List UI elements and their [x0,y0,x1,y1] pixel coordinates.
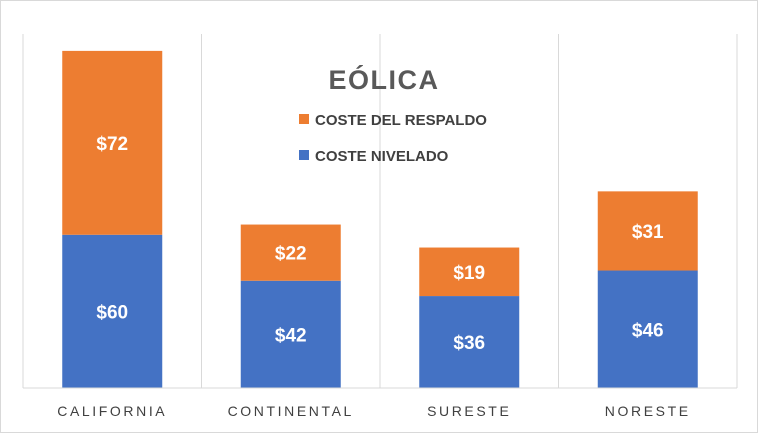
legend-label-coste-del-respaldo: COSTE DEL RESPALDO [315,112,487,129]
bar-continental-coste-nivelado [240,280,341,388]
bars [62,50,698,388]
bar-noreste-coste-del-respaldo [597,191,698,271]
legend-swatch-coste-nivelado [299,150,309,160]
bar-continental-coste-del-respaldo [240,224,341,281]
value-label-continental-0: $42 [275,325,307,346]
value-labels: $60 $72 $42 $22 $36 $19 $46 $31 [96,134,664,354]
value-label-noreste-1: $31 [632,222,664,243]
category-label-sureste: SURESTE [427,403,511,419]
bar-sureste-coste-nivelado [419,296,520,388]
grid-lines [22,34,738,388]
legend-label-coste-nivelado: COSTE NIVELADO [315,148,449,165]
value-label-sureste-1: $19 [453,263,485,284]
legend: COSTE DEL RESPALDO COSTE NIVELADO [299,112,487,165]
category-label-continental: CONTINENTAL [228,403,354,419]
value-label-california-0: $60 [96,302,128,323]
bar-sureste-coste-del-respaldo [419,247,520,297]
bar-california-coste-del-respaldo [62,50,163,235]
bar-california-coste-nivelado [62,234,163,388]
category-label-california: CALIFORNIA [57,403,167,419]
value-label-sureste-0: $36 [453,333,485,354]
chart-title: EÓLICA [328,64,439,95]
bar-noreste-coste-nivelado [597,270,698,388]
category-label-noreste: NORESTE [605,403,691,419]
category-labels: CALIFORNIA CONTINENTAL SURESTE NORESTE [57,403,691,419]
legend-swatch-coste-del-respaldo [299,114,309,124]
value-label-california-1: $72 [96,134,128,155]
value-label-noreste-0: $46 [632,320,664,341]
value-label-continental-1: $22 [275,244,307,265]
